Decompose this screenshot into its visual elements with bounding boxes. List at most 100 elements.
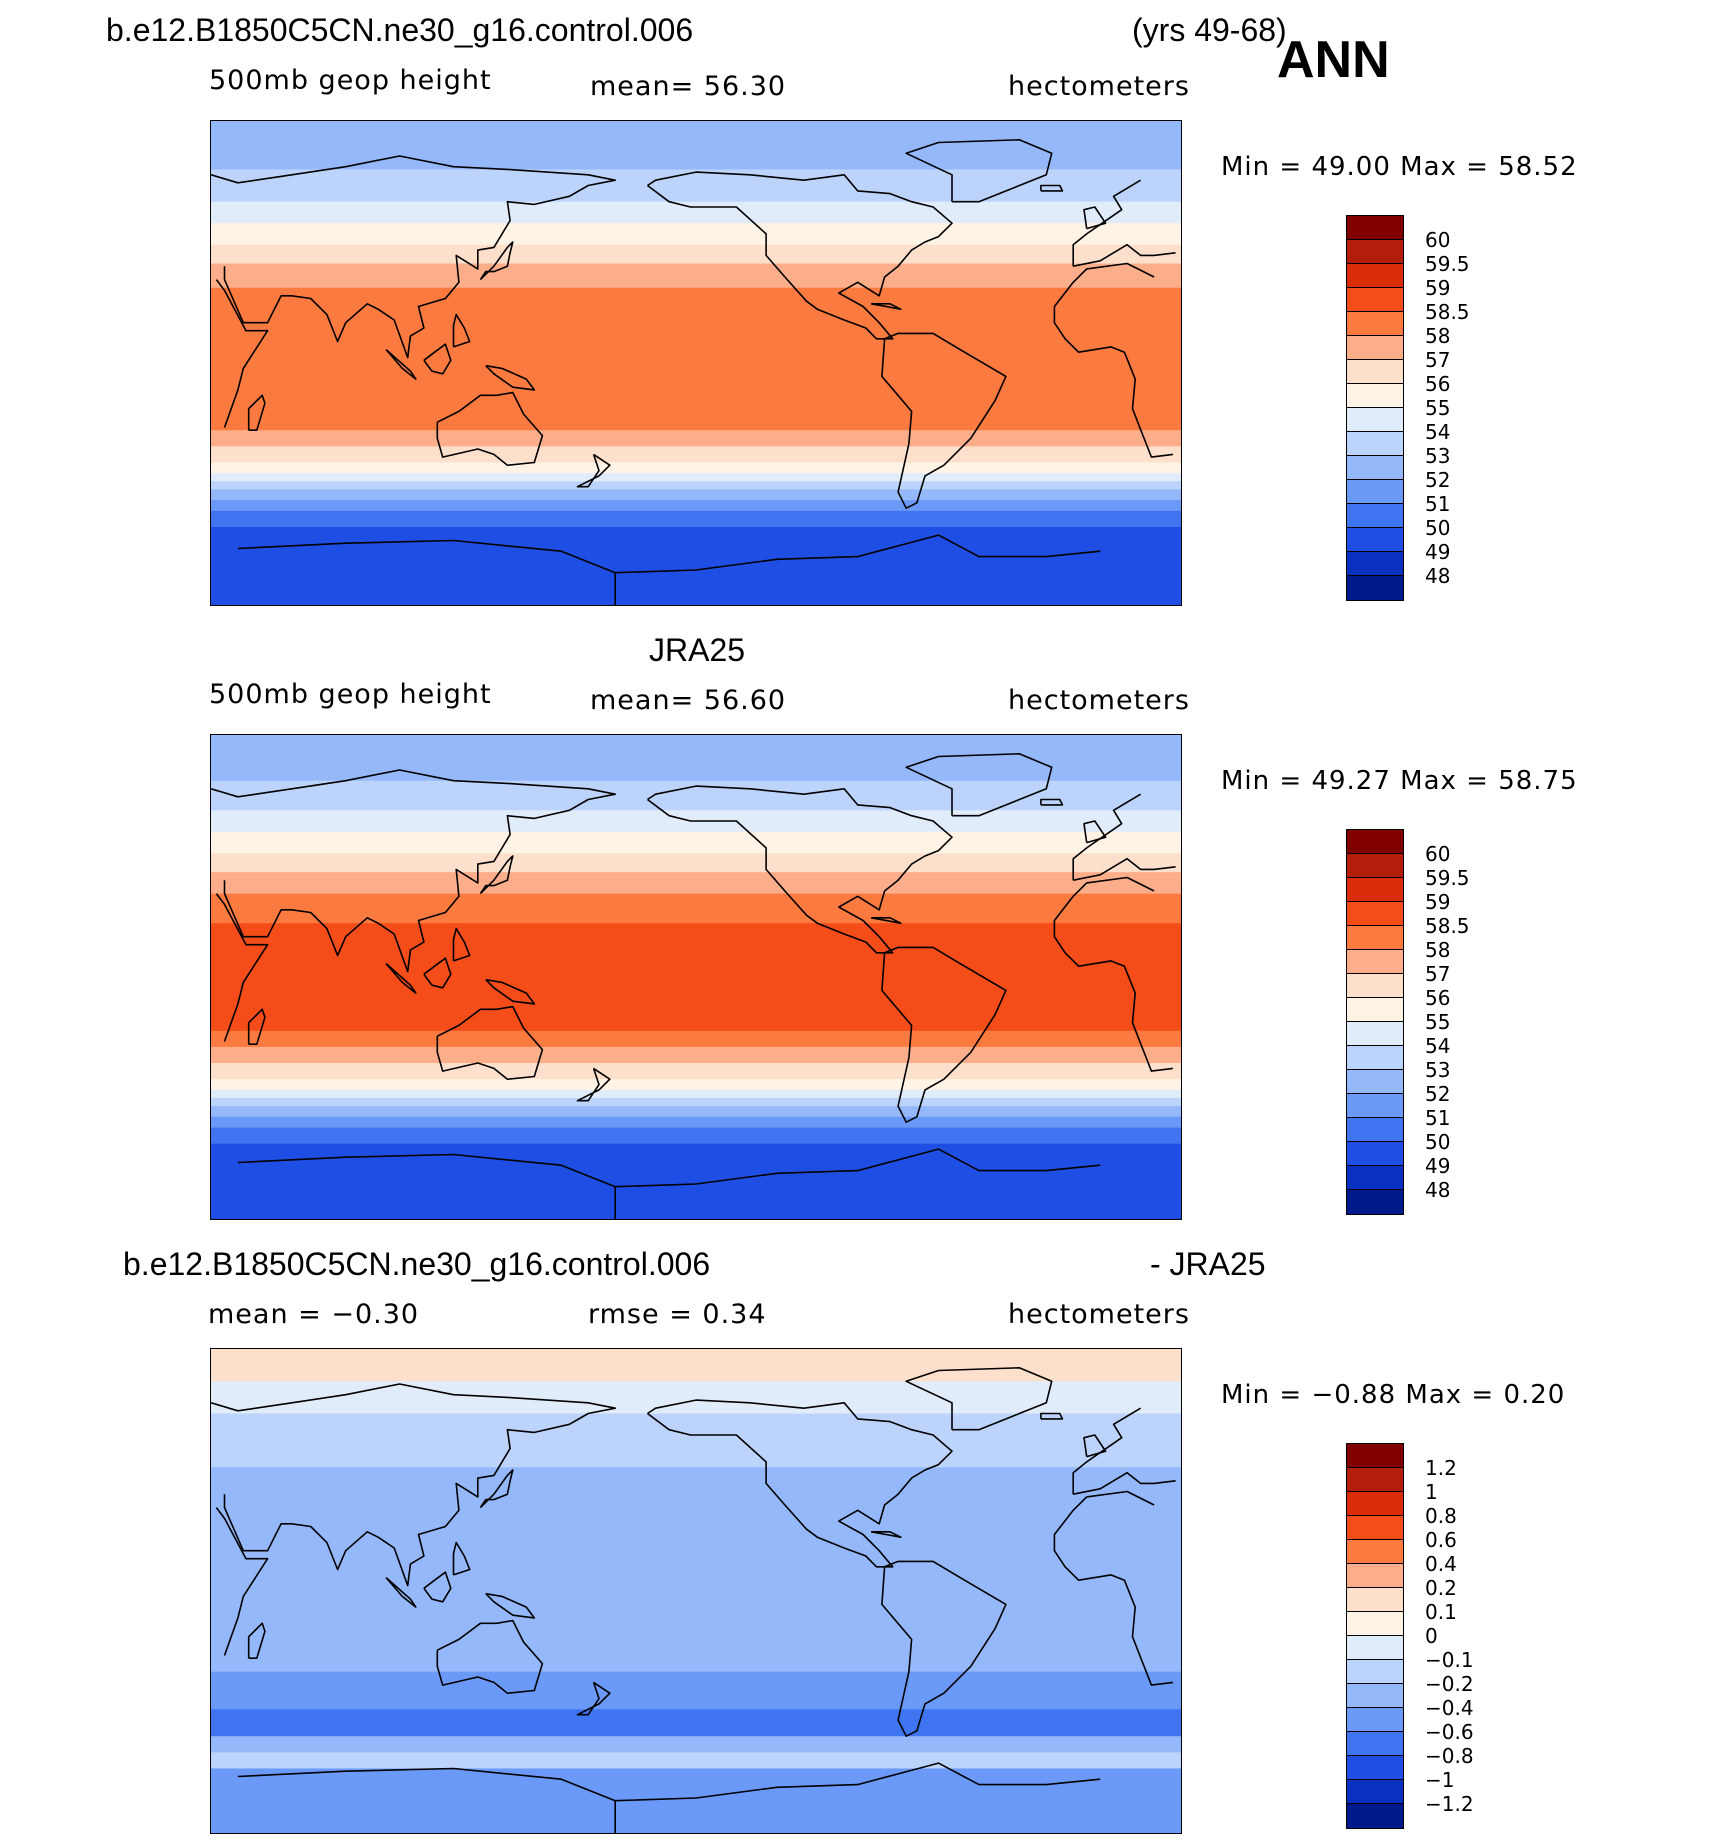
coastline-icon — [576, 453, 611, 488]
colorbar-label: 58 — [1425, 938, 1451, 962]
colorbar-label: −0.2 — [1425, 1672, 1474, 1696]
coastline-icon — [385, 1577, 417, 1608]
coastline-icon — [647, 1399, 953, 1568]
mean-label: mean = −0.30 — [208, 1299, 420, 1330]
diff-title-suffix: - JRA25 — [1150, 1246, 1266, 1282]
contour-band — [211, 831, 1181, 854]
coastline-icon — [385, 963, 417, 994]
colorbar-label: −0.8 — [1425, 1744, 1474, 1768]
contour-band — [211, 1709, 1181, 1737]
contour-band — [211, 500, 1181, 512]
contour-band — [211, 780, 1181, 811]
colorbar-label: 0 — [1425, 1624, 1438, 1648]
coastline-icon — [615, 1148, 1101, 1188]
colorbar-swatch — [1347, 1804, 1403, 1828]
colorbar-label: 53 — [1425, 444, 1451, 468]
colorbar-label: 56 — [1425, 372, 1451, 396]
coastline-icon — [247, 1008, 266, 1046]
colorbar-label: 51 — [1425, 1106, 1451, 1130]
colorbar-label: 53 — [1425, 1058, 1451, 1082]
coastline-icon — [485, 1592, 536, 1619]
coastline-icon — [1053, 1490, 1155, 1535]
minmax-label: Min = −0.88 Max = 0.20 — [1221, 1380, 1566, 1410]
coastline-icon — [479, 241, 514, 281]
colorbar-swatch — [1347, 1660, 1403, 1684]
coastline-icon — [215, 1507, 269, 1656]
colorbar-label: 58 — [1425, 324, 1451, 348]
colorbar-label: 57 — [1425, 962, 1451, 986]
coastline-icon — [436, 1005, 544, 1081]
contour-band — [211, 446, 1181, 463]
coastline-icon — [237, 1153, 617, 1219]
coastline-icon — [576, 1067, 611, 1102]
coastline-icon — [452, 927, 471, 962]
colorbar-swatch — [1347, 926, 1403, 950]
colorbar-swatch — [1347, 902, 1403, 926]
contour-band — [211, 121, 1181, 170]
colorbar-swatch — [1347, 288, 1403, 312]
colorbar-label: 51 — [1425, 492, 1451, 516]
colorbar-swatch — [1347, 1468, 1403, 1492]
colorbar-label: 60 — [1425, 228, 1451, 252]
contour-band — [211, 1089, 1181, 1099]
colorbar-label: 48 — [1425, 564, 1451, 588]
coastline-icon — [452, 313, 471, 348]
colorbar-label: 55 — [1425, 1010, 1451, 1034]
colorbar-swatch — [1347, 1492, 1403, 1516]
colorbar-swatch — [1347, 1588, 1403, 1612]
colorbar-label: 52 — [1425, 468, 1451, 492]
contour-band — [211, 481, 1181, 490]
season-label: ANN — [1277, 31, 1390, 89]
mean-label: mean= 56.30 — [590, 71, 787, 102]
coastline-icon — [423, 343, 452, 375]
contour-band — [211, 430, 1181, 447]
contour-band — [211, 1671, 1181, 1710]
colorbar-label: 60 — [1425, 842, 1451, 866]
coastline-icon — [1083, 820, 1107, 844]
contour-band — [211, 1349, 1181, 1382]
colorbar-label: 54 — [1425, 1034, 1451, 1058]
colorbar-swatch — [1347, 950, 1403, 974]
colorbar-swatch — [1347, 576, 1403, 600]
colorbar-swatch — [1347, 336, 1403, 360]
contour-band — [211, 1046, 1181, 1064]
colorbar-label: −0.4 — [1425, 1696, 1474, 1720]
contour-band — [211, 872, 1181, 895]
colorbar-label: 57 — [1425, 348, 1451, 372]
colorbar-swatch — [1347, 1166, 1403, 1190]
contour-band — [211, 893, 1181, 924]
colorbar-label: 50 — [1425, 516, 1451, 540]
years-label: (yrs 49-68) — [1132, 12, 1287, 48]
contour-band — [211, 473, 1181, 482]
contour-band — [211, 1127, 1181, 1145]
contour-band — [211, 489, 1181, 501]
contour-band — [211, 263, 1181, 289]
coastline-icon — [870, 1531, 902, 1538]
coastline-icon — [576, 1681, 611, 1716]
colorbar-swatch — [1347, 216, 1403, 240]
variable-label: 500mb geop height — [209, 679, 492, 710]
colorbar-model — [1346, 215, 1404, 601]
colorbar-swatch — [1347, 854, 1403, 878]
coastline-icon — [870, 303, 902, 310]
colorbar-label: 49 — [1425, 1154, 1451, 1178]
colorbar-label: 58.5 — [1425, 300, 1470, 324]
colorbar-label: 58.5 — [1425, 914, 1470, 938]
coastline-icon — [485, 978, 536, 1005]
coastline-icon — [881, 946, 1007, 1124]
colorbar-swatch — [1347, 1070, 1403, 1094]
contour-band — [211, 1736, 1181, 1753]
coastline-icon — [881, 332, 1007, 510]
colorbar-label: 0.4 — [1425, 1552, 1457, 1576]
colorbar-label: 1.2 — [1425, 1456, 1457, 1480]
obs-title: JRA25 — [649, 632, 746, 668]
colorbar-swatch — [1347, 1444, 1403, 1468]
colorbar-swatch — [1347, 1118, 1403, 1142]
colorbar-swatch — [1347, 1142, 1403, 1166]
contour-band — [211, 1467, 1181, 1673]
map-svg-model — [211, 121, 1181, 605]
colorbar-swatch — [1347, 1684, 1403, 1708]
contour-band — [211, 1413, 1181, 1468]
coastline-icon — [1083, 1434, 1107, 1458]
mean-label: mean= 56.60 — [590, 685, 787, 716]
